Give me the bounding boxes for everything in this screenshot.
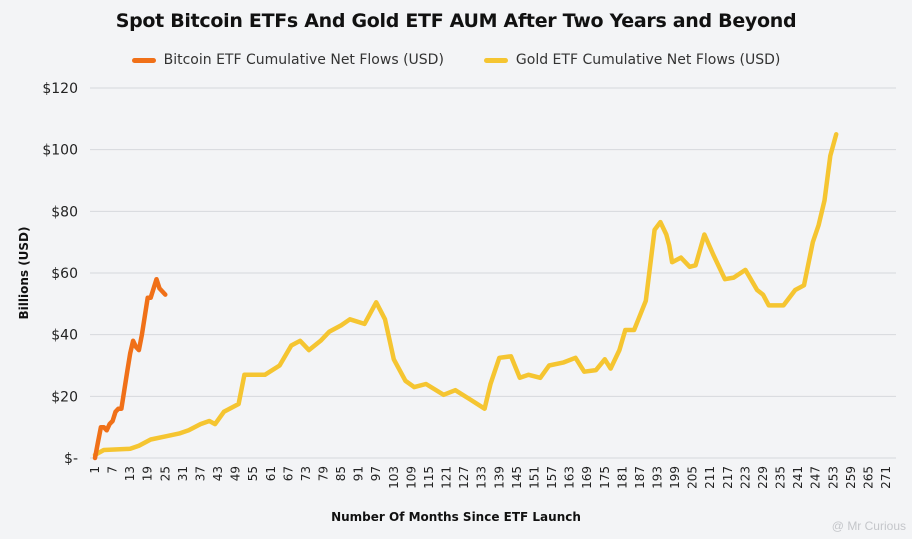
x-axis-label: Number Of Months Since ETF Launch <box>331 510 581 524</box>
y-tick-label: $20 <box>51 389 78 405</box>
x-tick-label: 127 <box>457 466 471 489</box>
y-tick-label: $40 <box>51 328 78 344</box>
x-tick-label: 37 <box>193 466 207 481</box>
x-tick-label: 157 <box>545 466 559 489</box>
watermark: @ Mr Curious <box>831 519 906 533</box>
y-tick-label: $60 <box>51 266 78 282</box>
x-tick-label: 271 <box>879 466 893 489</box>
x-tick-label: 133 <box>475 466 489 489</box>
x-tick-label: 229 <box>756 466 770 489</box>
x-tick-label: 67 <box>281 466 295 481</box>
y-tick-label: $100 <box>42 143 78 159</box>
x-tick-label: 1 <box>88 466 102 474</box>
legend-swatch-gold <box>483 57 508 63</box>
x-tick-label: 175 <box>598 466 612 489</box>
legend: Bitcoin ETF Cumulative Net Flows (USD) G… <box>0 52 912 68</box>
x-tick-label: 247 <box>809 466 823 489</box>
x-tick-label: 223 <box>738 466 752 489</box>
x-tick-label: 241 <box>791 466 805 489</box>
x-tick-label: 235 <box>774 466 788 489</box>
x-tick-label: 25 <box>158 466 172 481</box>
x-tick-label: 109 <box>404 466 418 489</box>
y-tick-label: $120 <box>42 81 78 97</box>
x-tick-label: 13 <box>123 466 137 481</box>
y-tick-label: $- <box>64 451 78 467</box>
legend-label-gold: Gold ETF Cumulative Net Flows (USD) <box>515 52 781 68</box>
x-tick-label: 7 <box>106 466 120 474</box>
x-tick-label: 151 <box>527 466 541 489</box>
x-tick-label: 91 <box>352 466 366 481</box>
x-tick-label: 85 <box>334 466 348 481</box>
x-tick-label: 55 <box>246 466 260 481</box>
chart-title: Spot Bitcoin ETFs And Gold ETF AUM After… <box>115 10 797 32</box>
x-tick-label: 253 <box>826 466 840 489</box>
legend-item-bitcoin: Bitcoin ETF Cumulative Net Flows (USD) <box>131 52 444 68</box>
x-tick-label: 19 <box>141 466 155 481</box>
x-tick-label: 193 <box>650 466 664 489</box>
series-line-bitcoin <box>92 276 168 461</box>
x-tick-label: 31 <box>176 466 190 481</box>
x-tick-label: 169 <box>580 466 594 489</box>
x-tick-label: 139 <box>492 466 506 489</box>
legend-item-gold: Gold ETF Cumulative Net Flows (USD) <box>483 52 781 68</box>
x-tick-label: 103 <box>387 466 401 489</box>
x-tick-label: 259 <box>844 466 858 489</box>
x-tick-label: 199 <box>668 466 682 489</box>
legend-label-bitcoin: Bitcoin ETF Cumulative Net Flows (USD) <box>163 52 444 68</box>
x-tick-label: 217 <box>721 466 735 489</box>
legend-swatch-bitcoin <box>131 57 156 63</box>
x-tick-label: 187 <box>633 466 647 489</box>
x-tick-label: 43 <box>211 466 225 481</box>
x-tick-label: 121 <box>440 466 454 489</box>
x-tick-label: 115 <box>422 466 436 489</box>
y-axis-label: Billions (USD) <box>17 226 31 319</box>
x-tick-label: 145 <box>510 466 524 489</box>
x-tick-label: 61 <box>264 466 278 481</box>
series-line-gold <box>92 132 839 458</box>
x-tick-label: 163 <box>563 466 577 489</box>
x-tick-label: 73 <box>299 466 313 481</box>
y-tick-label: $80 <box>51 204 78 220</box>
x-tick-label: 49 <box>229 466 243 481</box>
x-tick-label: 79 <box>317 466 331 481</box>
x-tick-label: 211 <box>703 466 717 489</box>
x-tick-label: 205 <box>686 466 700 489</box>
x-tick-label: 97 <box>369 466 383 481</box>
x-tick-label: 181 <box>615 466 629 489</box>
x-tick-label: 265 <box>861 466 875 489</box>
